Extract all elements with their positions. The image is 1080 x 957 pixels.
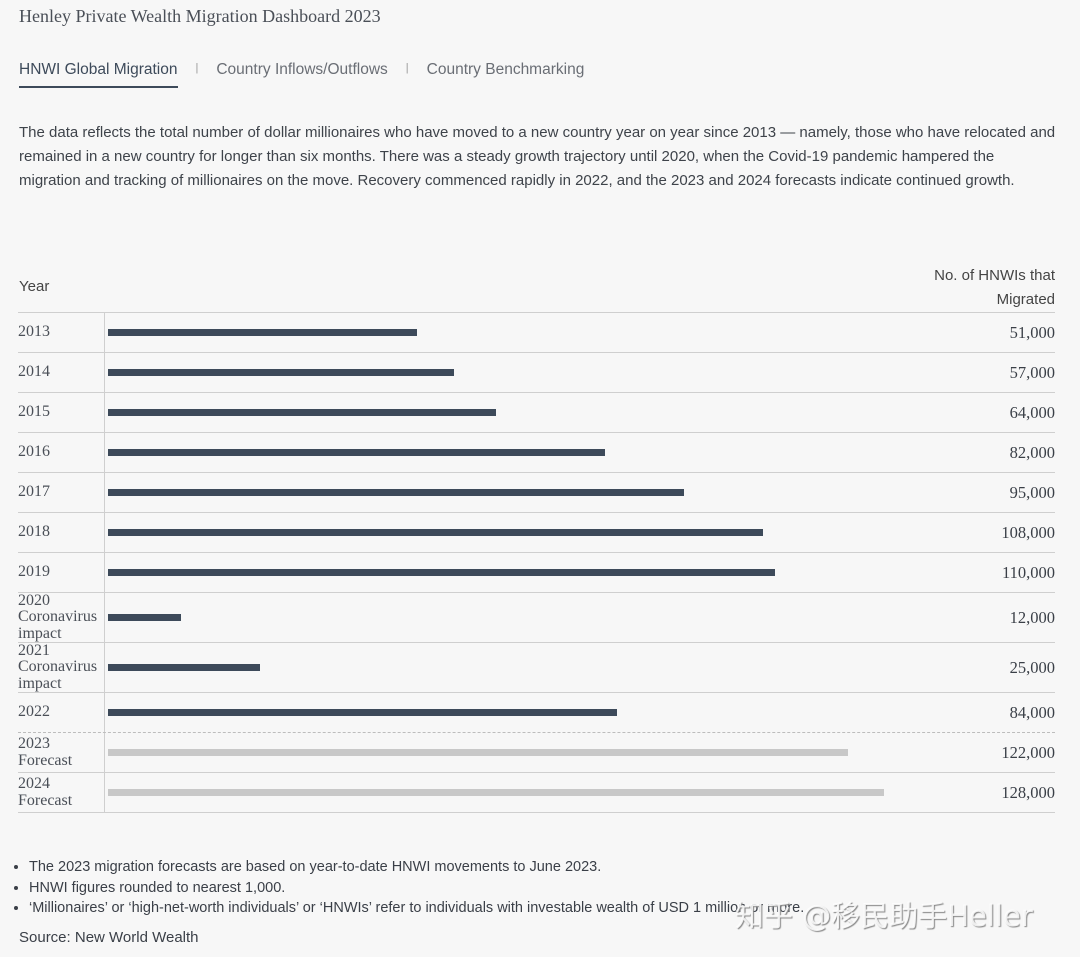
table-row: 2023 Forecast 122,000	[18, 733, 1055, 773]
year-label: 2014	[18, 363, 50, 381]
footnote: HNWI figures rounded to nearest 1,000.	[29, 878, 804, 899]
tab-separator: |	[195, 62, 199, 74]
year-label: 2021 Coronavirus impact	[18, 641, 98, 692]
table-row: 2017 95,000	[18, 473, 1055, 513]
table-row: 2013 51,000	[18, 313, 1055, 353]
tab-country-benchmarking[interactable]: Country Benchmarking	[426, 61, 585, 78]
table-row: 2019 110,000	[18, 553, 1055, 593]
value-label: 84,000	[1009, 702, 1055, 722]
year-label: 2013	[18, 323, 50, 341]
bar-cell	[104, 353, 965, 392]
column-header-year: Year	[19, 278, 50, 295]
source: Source: New World Wealth	[19, 929, 199, 946]
table-row: 2024 Forecast 128,000	[18, 773, 1055, 813]
bar	[108, 528, 763, 536]
tab-country-inflows-outflows[interactable]: Country Inflows/Outflows	[216, 61, 388, 78]
bar	[108, 708, 618, 716]
migration-bar-table: 2013 51,000 2014 57,000 2015 64,000 2016 82,000…	[18, 312, 1055, 813]
bar	[108, 613, 181, 621]
column-header-count: No. of HNWIs that Migrated	[934, 267, 1055, 308]
value-label: 110,000	[1001, 562, 1055, 582]
value-label: 64,000	[1009, 402, 1055, 422]
year-label: 2024 Forecast	[18, 775, 73, 809]
bar	[108, 408, 496, 416]
forecast-bar	[108, 788, 884, 796]
description: The data reflects the total number of do…	[19, 124, 1056, 189]
tab-hnwi-global-migration[interactable]: HNWI Global Migration	[19, 61, 178, 88]
value-label: 57,000	[1009, 362, 1055, 382]
year-label: 2016	[18, 443, 50, 461]
year-label: 2023 Forecast	[18, 735, 73, 769]
bar-cell	[104, 513, 965, 552]
footnote: ‘Millionaires’ or ‘high-net-worth indivi…	[29, 898, 804, 919]
page-title: Henley Private Wealth Migration Dashboar…	[19, 6, 381, 26]
year-label: 2022	[18, 703, 50, 721]
table-row: 2015 64,000	[18, 393, 1055, 433]
bar	[108, 368, 454, 376]
footnotes: The 2023 migration forecasts are based o…	[9, 857, 804, 919]
tab-bar: HNWI Global Migration | Country Inflows/…	[19, 61, 584, 88]
table-row: 2020 Coronavirus impact 12,000	[18, 591, 1055, 643]
value-label: 51,000	[1009, 322, 1055, 342]
tab-separator: |	[405, 62, 409, 74]
table-row: 2022 84,000	[18, 693, 1055, 733]
bar-cell	[104, 773, 965, 812]
bar-cell	[104, 593, 965, 642]
bar-cell	[104, 643, 965, 692]
year-label: 2017	[18, 483, 50, 501]
bar	[108, 663, 260, 671]
table-row: 2014 57,000	[18, 353, 1055, 393]
table-row: 2016 82,000	[18, 433, 1055, 473]
table-row: 2021 Coronavirus impact 25,000	[18, 641, 1055, 693]
bar	[108, 488, 684, 496]
bar	[108, 568, 775, 576]
forecast-bar	[108, 748, 848, 756]
year-label: 2018	[18, 523, 50, 541]
value-label: 108,000	[1001, 522, 1055, 542]
year-label: 2019	[18, 563, 50, 581]
value-label: 122,000	[1001, 742, 1055, 762]
year-label: 2015	[18, 403, 50, 421]
bar-cell	[104, 553, 965, 592]
value-label: 82,000	[1009, 442, 1055, 462]
value-label: 25,000	[1009, 657, 1055, 677]
bar-cell	[104, 433, 965, 472]
bar	[108, 448, 606, 456]
bar-cell	[104, 313, 965, 352]
table-row: 2018 108,000	[18, 513, 1055, 553]
bar-cell	[104, 473, 965, 512]
value-label: 12,000	[1009, 607, 1055, 627]
bar	[108, 328, 418, 336]
bar-cell	[104, 693, 965, 732]
watermark: 知乎 @移民助手Heller	[735, 899, 1033, 933]
value-label: 128,000	[1001, 782, 1055, 802]
bar-cell	[104, 393, 965, 432]
bar-cell	[104, 733, 965, 772]
value-label: 95,000	[1009, 482, 1055, 502]
footnote: The 2023 migration forecasts are based o…	[29, 857, 804, 878]
year-label: 2020 Coronavirus impact	[18, 591, 98, 642]
